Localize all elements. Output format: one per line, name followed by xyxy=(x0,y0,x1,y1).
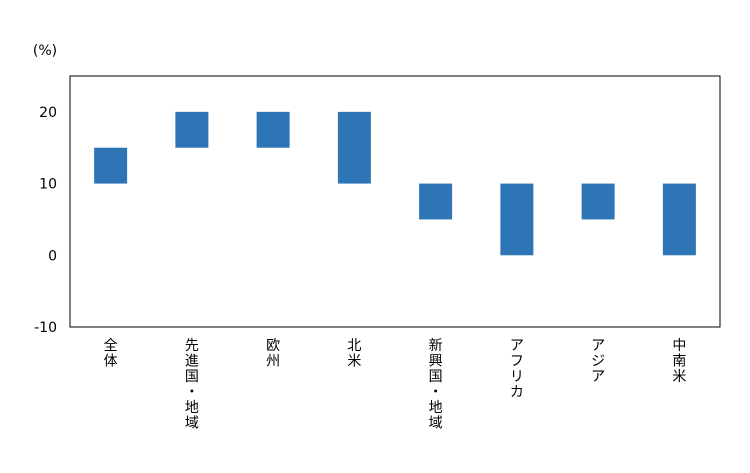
plot-frame xyxy=(69,75,721,328)
y-tick-label: 10 xyxy=(39,177,57,193)
x-category-label: アフリカ xyxy=(510,338,524,401)
bar xyxy=(256,111,290,148)
bar xyxy=(500,183,534,256)
unit-label: (%) xyxy=(33,43,57,59)
x-category-label: 新興国・地域 xyxy=(429,338,443,432)
x-category-label: アジア xyxy=(591,338,605,385)
bars xyxy=(94,111,696,256)
x-category-label: 全体 xyxy=(104,337,118,370)
y-axis: -10 0 10 20 xyxy=(34,105,57,336)
y-tick-label: 0 xyxy=(48,248,57,264)
x-category-label: 欧州 xyxy=(266,338,280,370)
y-tick-label: 20 xyxy=(39,105,57,121)
x-category-label: 北米 xyxy=(347,338,361,370)
bar xyxy=(662,183,696,256)
y-tick-label: -10 xyxy=(34,320,57,336)
bar xyxy=(337,111,371,184)
x-axis: 全体 先進国・地域 欧州 北米 新興国・地域 アフリカ アジア 中南米 xyxy=(104,337,687,432)
x-category-label: 先進国・地域 xyxy=(185,338,199,432)
x-category-label: 中南米 xyxy=(672,338,686,385)
bar xyxy=(94,147,128,184)
bar xyxy=(175,111,209,148)
bar xyxy=(419,183,453,220)
bar xyxy=(581,183,615,220)
